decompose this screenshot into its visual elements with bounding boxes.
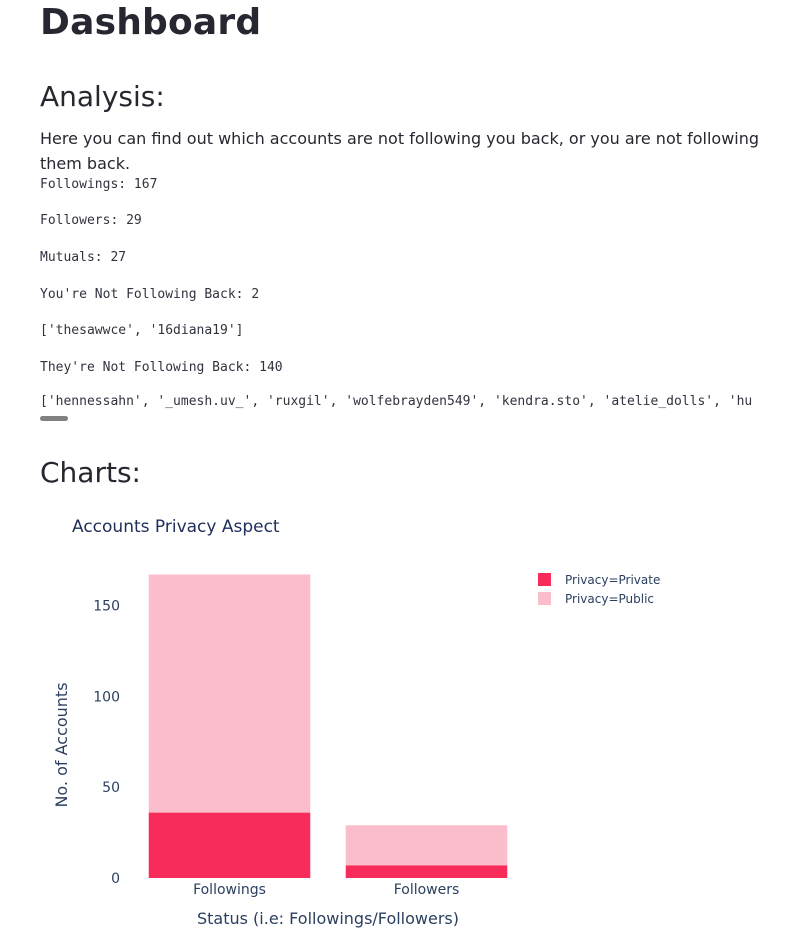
followings-count: Followings: 167 (40, 177, 158, 192)
x-tick-label: Followers (394, 882, 460, 898)
they-not-following-count: They're Not Following Back: 140 (40, 360, 283, 375)
x-tick-label: Followings (193, 882, 266, 898)
horizontal-scrollbar[interactable] (40, 416, 68, 421)
charts-heading: Charts: (40, 456, 141, 489)
followers-count: Followers: 29 (40, 213, 142, 228)
analysis-heading: Analysis: (40, 80, 165, 113)
bar-followers-public (345, 825, 508, 866)
y-tick-label: 150 (93, 598, 120, 614)
bar-followings-public (148, 574, 311, 813)
privacy-chart: Followings Followers 0 50 100 150 Status (i.e:… (0, 500, 800, 940)
y-tick-label: 100 (93, 689, 120, 705)
y-tick-label: 0 (111, 871, 120, 887)
legend-label: Privacy=Private (565, 572, 661, 587)
legend-swatch (538, 573, 551, 586)
they-not-following-scroll-area[interactable]: ['hennessahn', '_umesh.uv_', 'ruxgil', '… (40, 394, 760, 424)
chart-canvas: Followings Followers 0 50 100 150 Status (i.e:… (52, 574, 508, 928)
x-axis-label: Status (i.e: Followings/Followers) (197, 909, 459, 928)
analysis-description: Here you can find out which accounts are… (40, 129, 760, 173)
chart-title: Accounts Privacy Aspect (72, 517, 280, 537)
not-following-back-count: You're Not Following Back: 2 (40, 287, 260, 302)
legend-swatch (538, 592, 551, 605)
legend-label: Privacy=Public (565, 591, 655, 606)
not-following-back-list: ['thesawwce', '16diana19'] (40, 323, 244, 338)
mutuals-count: Mutuals: 27 (40, 250, 127, 265)
legend-item[interactable]: Privacy=Public (538, 589, 660, 608)
y-axis-label: No. of Accounts (52, 682, 71, 807)
y-tick-label: 50 (102, 780, 120, 796)
page-title: Dashboard (40, 2, 262, 43)
bar-followers-private (345, 865, 508, 878)
bar-followings-private (148, 812, 311, 878)
they-not-following-list: ['hennessahn', '_umesh.uv_', 'ruxgil', '… (40, 394, 753, 409)
legend-item[interactable]: Privacy=Private (538, 570, 660, 589)
chart-legend: Privacy=Private Privacy=Public (538, 570, 660, 608)
